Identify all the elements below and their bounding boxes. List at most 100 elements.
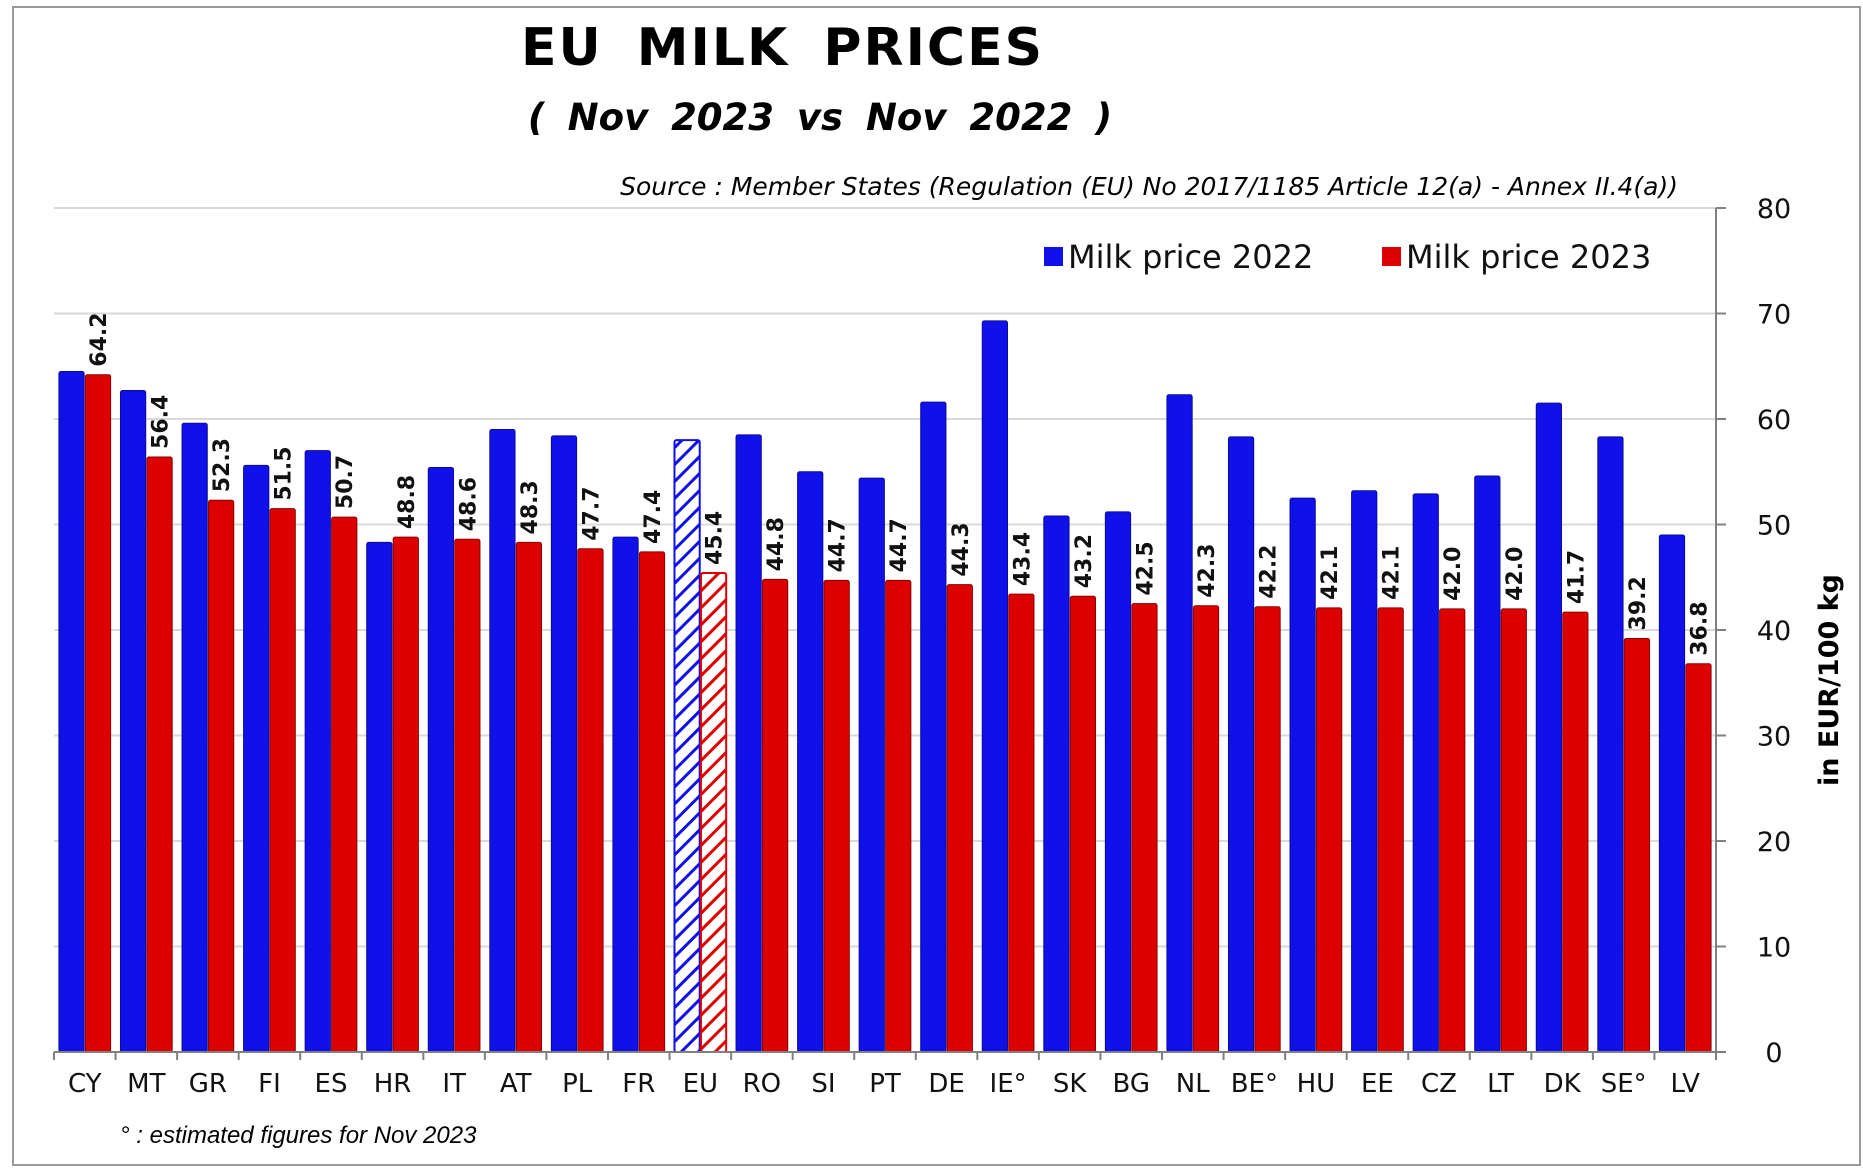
y-tick-label: 10 [1757,933,1791,964]
bar-2022-HR [366,541,393,1053]
data-label-2023-ES: 50.7 [333,455,358,509]
gridlines [54,207,1716,948]
data-label-2023-CZ: 42.0 [1441,547,1466,601]
bar-2022-PT [858,477,885,1053]
bar-2023-DK [1562,611,1589,1053]
x-tick-label-LV: LV [1671,1069,1701,1099]
legend-swatch-2022 [1044,247,1063,266]
data-label-2023-EE: 42.1 [1380,546,1405,600]
data-label-2023-IE°: 43.4 [1010,532,1035,586]
bar-2022-SE° [1597,436,1624,1053]
bar-2022-RO [735,434,762,1053]
bar-2022-IE° [981,320,1008,1053]
bar-2023-HR [392,536,419,1053]
bar-2023-FR [638,551,666,1053]
bars [58,320,1712,1054]
y-tick-label: 60 [1757,405,1791,436]
x-tick-label-DE: DE [928,1069,964,1099]
bar-2022-CY [58,371,85,1053]
bar-2023-CY [84,374,112,1053]
data-label-2023-PL: 47.7 [579,486,604,540]
data-label-2023-DE: 44.3 [949,522,974,576]
x-tick-label-CZ: CZ [1421,1069,1457,1099]
axes: 0 10 20 30 40 50 60 70 80 [53,194,1791,1069]
bar-2023-IT [454,538,481,1053]
x-tick-label-ES: ES [315,1069,348,1099]
y-tick-label: 40 [1757,616,1791,647]
data-label-2023-EU: 45.4 [703,511,728,565]
bar-2023-SE° [1623,637,1651,1053]
bar-2023-EE [1377,607,1404,1053]
x-tick-label-PT: PT [869,1069,901,1099]
bar-2023-FI [269,508,296,1053]
x-tick-label-BE°: BE° [1231,1069,1278,1099]
bar-2023-PL [577,548,604,1053]
bar-2022-MT [119,390,147,1053]
x-tick-label-EU: EU [683,1069,718,1099]
x-tick-label-NL: NL [1176,1069,1210,1099]
x-tick-label-FR: FR [622,1069,655,1099]
x-tick-label-SE°: SE° [1601,1069,1647,1099]
x-tick-label-RO: RO [743,1069,782,1099]
bar-2022-BE° [1227,436,1255,1053]
x-tick-label-EE: EE [1361,1069,1394,1099]
bar-2022-AT [489,429,516,1053]
bar-2022-NL [1166,394,1193,1053]
data-label-2023-MT: 56.4 [149,395,174,449]
data-label-2023-SE°: 39.2 [1626,576,1651,630]
x-tick-label-SI: SI [811,1069,835,1099]
x-tick-label-CY: CY [68,1069,102,1099]
bar-2023-SI [823,579,850,1053]
bar-2022-LT [1474,475,1501,1053]
bar-2023-GR [208,499,235,1053]
bar-2023-HU [1316,607,1343,1053]
chart-title: EU MILK PRICES [520,18,1045,78]
bar-2022-HU [1289,497,1316,1053]
data-label-2023-BE°: 42.2 [1257,545,1282,599]
bar-2022-SI [797,471,824,1053]
bar-2022-CZ [1412,493,1439,1053]
bar-2022-GR [181,422,208,1053]
x-tick-label-IT: IT [442,1069,466,1099]
data-label-2023-FI: 51.5 [272,446,297,500]
y-axis-label: in EUR/100 kg [1814,574,1845,786]
bar-2023-LT [1500,608,1527,1053]
source-note: Source : Member States (Regulation (EU) … [620,172,1678,201]
x-tick-label-GR: GR [189,1069,227,1099]
y-tick-label: 0 [1765,1038,1782,1069]
data-label-2023-FR: 47.4 [641,490,666,544]
bar-2023-IE° [1008,593,1035,1053]
x-tick-label-IE°: IE° [990,1069,1027,1099]
labels: 64.2 CY 56.4 MT 52.3 GR 51.5 FI 50.7 ES 48.8 HR 48.6… [68,312,1712,1099]
x-tick-label-HR: HR [374,1069,412,1099]
bar-2022-IT [427,467,454,1053]
x-tick-label-AT: AT [500,1069,532,1099]
y-tick-label: 20 [1757,827,1791,858]
bar-2022-FR [612,536,639,1053]
x-tick-label-LT: LT [1487,1069,1514,1099]
bar-2023-BG [1131,603,1158,1053]
y-tick-label: 50 [1757,511,1791,542]
bar-2023-BE° [1254,606,1281,1053]
bar-2023-RO [762,578,789,1053]
x-tick-label-FI: FI [258,1069,281,1099]
bar-2023-SK [1069,595,1097,1053]
bar-2022-FI [243,464,270,1053]
data-label-2023-BG: 42.5 [1133,541,1158,595]
bar-2022-PL [550,435,578,1053]
legend-label-2023: Milk price 2023 [1406,238,1651,276]
bar-2022-DK [1535,402,1562,1053]
data-label-2023-SK: 43.2 [1072,534,1097,588]
data-label-2023-RO: 44.8 [764,517,789,571]
y-tick-label: 30 [1757,722,1791,753]
bar-2023-CZ [1439,608,1466,1053]
bar-2023-AT [515,541,543,1053]
bar-2023-MT [146,456,173,1053]
legend: Milk price 2022 Milk price 2023 [1044,238,1651,276]
bar-2022-EE [1351,490,1378,1053]
data-label-2023-SI: 44.7 [826,518,851,572]
data-label-2023-LV: 36.8 [1687,601,1712,655]
y-tick-label: 80 [1757,194,1791,225]
data-label-2023-PT: 44.7 [887,518,912,572]
